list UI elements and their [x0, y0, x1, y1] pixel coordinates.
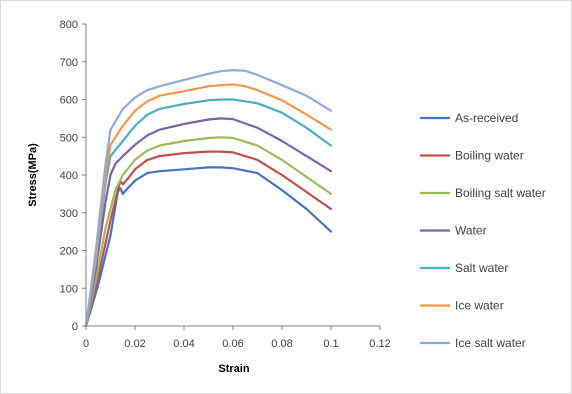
legend-label: As-received [455, 111, 518, 125]
legend-label: Salt water [455, 261, 508, 275]
y-tick-label: 700 [60, 57, 78, 69]
x-tick-label: 0.1 [323, 338, 338, 350]
y-tick-label: 600 [60, 95, 78, 107]
y-tick-label: 400 [60, 170, 78, 182]
y-tick-label: 200 [60, 246, 78, 258]
x-axis-title: Strain [218, 363, 249, 375]
legend: As-received Boiling water Boiling salt wat… [420, 111, 546, 350]
legend-label: Boiling salt water [455, 186, 546, 200]
series-line-2 [84, 150, 333, 328]
x-tick-label: 0 [83, 338, 89, 350]
series-line-3 [84, 136, 333, 328]
y-axis-title: Stress(MPa) [27, 143, 39, 207]
y-tick-label: 800 [60, 19, 78, 31]
x-tick-label: 0.12 [369, 338, 390, 350]
legend-label: Water [455, 224, 487, 238]
legend-label: Ice water [455, 299, 504, 313]
legend-label: Boiling water [455, 149, 524, 163]
legend-label: Ice salt water [455, 336, 526, 350]
series-line-5 [84, 98, 333, 328]
plot-lines [84, 69, 333, 328]
y-tick-label: 100 [60, 283, 78, 295]
series-line-1 [84, 166, 333, 328]
y-tick-label: 500 [60, 132, 78, 144]
series-line-4 [84, 117, 333, 328]
series-line-6 [84, 83, 333, 328]
x-tick-label: 0.06 [222, 338, 243, 350]
x-tick-label: 0.08 [271, 338, 292, 350]
series-line-7 [84, 69, 333, 328]
y-tick-label: 300 [60, 208, 78, 220]
y-tick-label: 0 [72, 321, 78, 333]
x-tick-label: 0.04 [173, 338, 194, 350]
x-tick-label: 0.02 [124, 338, 145, 350]
x-ticks: 0 0.02 0.04 0.06 0.08 0.1 0.12 [83, 326, 391, 350]
y-ticks: 0 100 200 300 400 500 600 700 800 [60, 19, 86, 333]
